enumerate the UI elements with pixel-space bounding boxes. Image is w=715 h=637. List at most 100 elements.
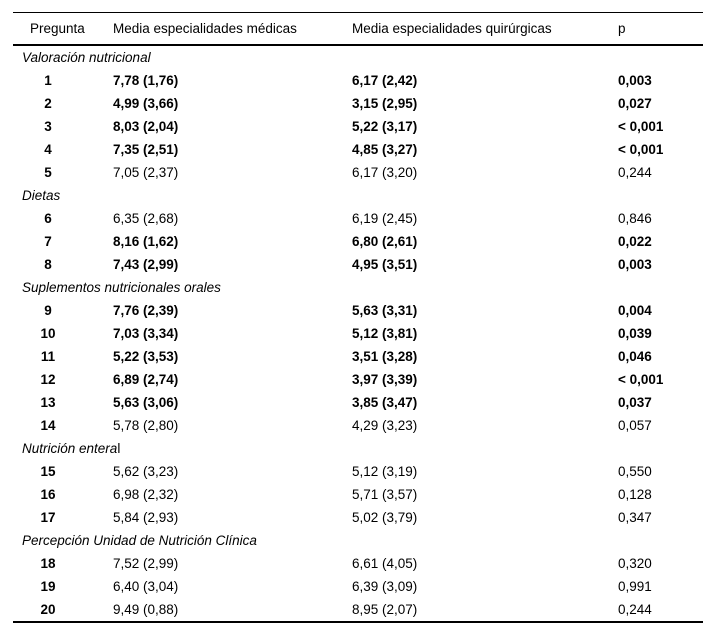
p-value-cell: 0,244 <box>618 165 652 180</box>
table-row: 8 7,43 (2,99) 4,95 (3,51) 0,003 <box>13 253 703 276</box>
surgical-mean-cell: 5,71 (3,57) <box>352 487 418 502</box>
p-value-cell: 0,022 <box>618 234 652 249</box>
column-header-surgical-mean: Media especialidades quirúrgicas <box>343 12 609 46</box>
question-number-cell: 12 <box>40 372 56 387</box>
medical-mean-cell: 7,78 (1,76) <box>113 73 179 88</box>
table-row: 3 8,03 (2,04) 5,22 (3,17) < 0,001 <box>13 115 703 138</box>
p-value-cell: 0,046 <box>618 349 652 364</box>
section-row: Percepción Unidad de Nutrición Clínica <box>13 529 703 552</box>
p-value-cell: 0,037 <box>618 395 652 410</box>
column-header-question: Pregunta <box>13 12 104 46</box>
table-row: 14 5,78 (2,80) 4,29 (3,23) 0,057 <box>13 414 703 437</box>
table-row: 18 7,52 (2,99) 6,61 (4,05) 0,320 <box>13 552 703 575</box>
medical-mean-cell: 4,99 (3,66) <box>113 96 179 111</box>
surgical-mean-cell: 4,29 (3,23) <box>352 418 418 433</box>
p-value-cell: < 0,001 <box>618 142 664 157</box>
table-row: 12 6,89 (2,74) 3,97 (3,39) < 0,001 <box>13 368 703 391</box>
table-row: 7 8,16 (1,62) 6,80 (2,61) 0,022 <box>13 230 703 253</box>
question-number-cell: 18 <box>40 556 56 571</box>
table-row: 4 7,35 (2,51) 4,85 (3,27) < 0,001 <box>13 138 703 161</box>
surgical-mean-cell: 5,12 (3,81) <box>352 326 418 341</box>
question-number-cell: 13 <box>40 395 56 410</box>
table-row: 2 4,99 (3,66) 3,15 (2,95) 0,027 <box>13 92 703 115</box>
table-row: 13 5,63 (3,06) 3,85 (3,47) 0,037 <box>13 391 703 414</box>
p-value-cell: 0,057 <box>618 418 652 433</box>
table-row: 19 6,40 (3,04) 6,39 (3,09) 0,991 <box>13 575 703 598</box>
column-header-medical-mean: Media especialidades médicas <box>104 12 343 46</box>
section-row: Dietas <box>13 184 703 207</box>
p-value-cell: 0,244 <box>618 602 652 617</box>
medical-mean-cell: 7,05 (2,37) <box>113 165 179 180</box>
table-body: Valoración nutricional 1 7,78 (1,76) 6,17 (… <box>13 45 703 622</box>
surgical-mean-cell: 6,17 (2,42) <box>352 73 418 88</box>
question-number-cell: 15 <box>40 464 56 479</box>
surgical-mean-cell: 5,63 (3,31) <box>352 303 418 318</box>
p-value-cell: < 0,001 <box>618 119 664 134</box>
surgical-mean-cell: 6,17 (3,20) <box>352 165 418 180</box>
medical-mean-cell: 5,78 (2,80) <box>113 418 179 433</box>
surgical-mean-cell: 3,97 (3,39) <box>352 372 418 387</box>
section-label-text: Suplementos nutricionales orales <box>22 280 221 295</box>
surgical-mean-cell: 3,15 (2,95) <box>352 96 418 111</box>
table-row: 17 5,84 (2,93) 5,02 (3,79) 0,347 <box>13 506 703 529</box>
p-value-cell: 0,846 <box>618 211 652 226</box>
medical-mean-cell: 5,63 (3,06) <box>113 395 179 410</box>
table-row: 1 7,78 (1,76) 6,17 (2,42) 0,003 <box>13 69 703 92</box>
table-row: 9 7,76 (2,39) 5,63 (3,31) 0,004 <box>13 299 703 322</box>
question-number-cell: 5 <box>44 165 52 180</box>
surgical-mean-cell: 8,95 (2,07) <box>352 602 418 617</box>
section-label: Valoración nutricional <box>13 45 703 69</box>
question-number-cell: 3 <box>44 119 52 134</box>
question-number-cell: 9 <box>44 303 52 318</box>
table-row: 6 6,35 (2,68) 6,19 (2,45) 0,846 <box>13 207 703 230</box>
section-row: Valoración nutricional <box>13 45 703 69</box>
p-value-cell: 0,320 <box>618 556 652 571</box>
p-value-cell: 0,128 <box>618 487 652 502</box>
question-number-cell: 16 <box>40 487 56 502</box>
p-value-cell: 0,003 <box>618 73 652 88</box>
p-value-cell: 0,347 <box>618 510 652 525</box>
results-table: Pregunta Media especialidades médicas Me… <box>13 12 703 623</box>
section-label: Dietas <box>13 184 703 207</box>
question-number-cell: 10 <box>40 326 56 341</box>
table-row: 5 7,05 (2,37) 6,17 (3,20) 0,244 <box>13 161 703 184</box>
surgical-mean-cell: 6,19 (2,45) <box>352 211 418 226</box>
surgical-mean-cell: 5,22 (3,17) <box>352 119 418 134</box>
question-number-cell: 6 <box>44 211 52 226</box>
question-number-cell: 11 <box>40 349 56 364</box>
medical-mean-cell: 6,35 (2,68) <box>113 211 179 226</box>
surgical-mean-cell: 6,39 (3,09) <box>352 579 418 594</box>
question-number-cell: 8 <box>44 257 52 272</box>
medical-mean-cell: 7,52 (2,99) <box>113 556 179 571</box>
medical-mean-cell: 7,03 (3,34) <box>113 326 179 341</box>
medical-mean-cell: 6,89 (2,74) <box>113 372 179 387</box>
surgical-mean-cell: 4,95 (3,51) <box>352 257 418 272</box>
surgical-mean-cell: 5,12 (3,19) <box>352 464 418 479</box>
table-header: Pregunta Media especialidades médicas Me… <box>13 12 703 46</box>
medical-mean-cell: 6,40 (3,04) <box>113 579 179 594</box>
question-number-cell: 2 <box>44 96 52 111</box>
question-number-cell: 4 <box>44 142 52 157</box>
column-header-p-value: p <box>609 12 703 46</box>
table-row: 20 9,49 (0,88) 8,95 (2,07) 0,244 <box>13 598 703 622</box>
section-label: Nutrición enteral <box>13 437 703 460</box>
surgical-mean-cell: 4,85 (3,27) <box>352 142 418 157</box>
section-label-suffix: l <box>117 441 121 456</box>
surgical-mean-cell: 6,80 (2,61) <box>352 234 418 249</box>
medical-mean-cell: 5,22 (3,53) <box>113 349 179 364</box>
p-value-cell: 0,039 <box>618 326 652 341</box>
medical-mean-cell: 8,03 (2,04) <box>113 119 179 134</box>
results-table-container: Pregunta Media especialidades médicas Me… <box>13 12 703 623</box>
surgical-mean-cell: 3,85 (3,47) <box>352 395 418 410</box>
medical-mean-cell: 8,16 (1,62) <box>113 234 179 249</box>
question-number-cell: 1 <box>44 73 52 88</box>
table-row: 16 6,98 (2,32) 5,71 (3,57) 0,128 <box>13 483 703 506</box>
medical-mean-cell: 7,35 (2,51) <box>113 142 179 157</box>
medical-mean-cell: 9,49 (0,88) <box>113 602 179 617</box>
section-label: Percepción Unidad de Nutrición Clínica <box>13 529 703 552</box>
table-row: 11 5,22 (3,53) 3,51 (3,28) 0,046 <box>13 345 703 368</box>
medical-mean-cell: 5,62 (3,23) <box>113 464 179 479</box>
question-number-cell: 17 <box>40 510 56 525</box>
question-number-cell: 14 <box>40 418 56 433</box>
